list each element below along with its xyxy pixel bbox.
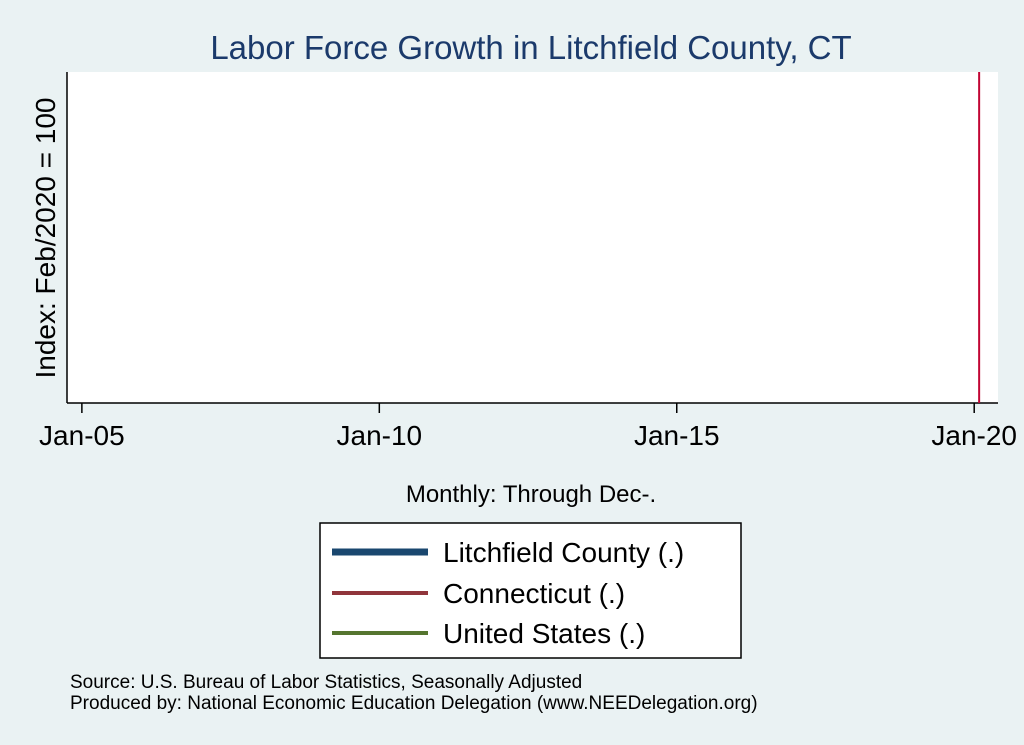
x-tick-label: Jan-10: [337, 420, 423, 451]
legend-label-united-states: United States (.): [443, 618, 645, 649]
legend-label-connecticut: Connecticut (.): [443, 578, 625, 609]
x-tick-label: Jan-15: [634, 420, 720, 451]
x-tick-label: Jan-20: [931, 420, 1017, 451]
produced-by-note: Produced by: National Economic Education…: [70, 693, 758, 714]
legend: Litchfield County (.) Connecticut (.) Un…: [319, 522, 742, 659]
legend-label-litchfield: Litchfield County (.): [443, 537, 684, 568]
y-axis-label: Index: Feb/2020 = 100: [30, 98, 61, 379]
x-axis-label: Monthly: Through Dec-.: [406, 481, 656, 508]
x-tick-label: Jan-05: [39, 420, 125, 451]
x-axis-ticks: Jan-05 Jan-10 Jan-15 Jan-20: [39, 403, 1017, 451]
chart-title: Labor Force Growth in Litchfield County,…: [210, 29, 851, 66]
source-note: Source: U.S. Bureau of Labor Statistics,…: [70, 672, 582, 693]
plot-area: [67, 72, 998, 403]
legend-box: [319, 522, 742, 659]
